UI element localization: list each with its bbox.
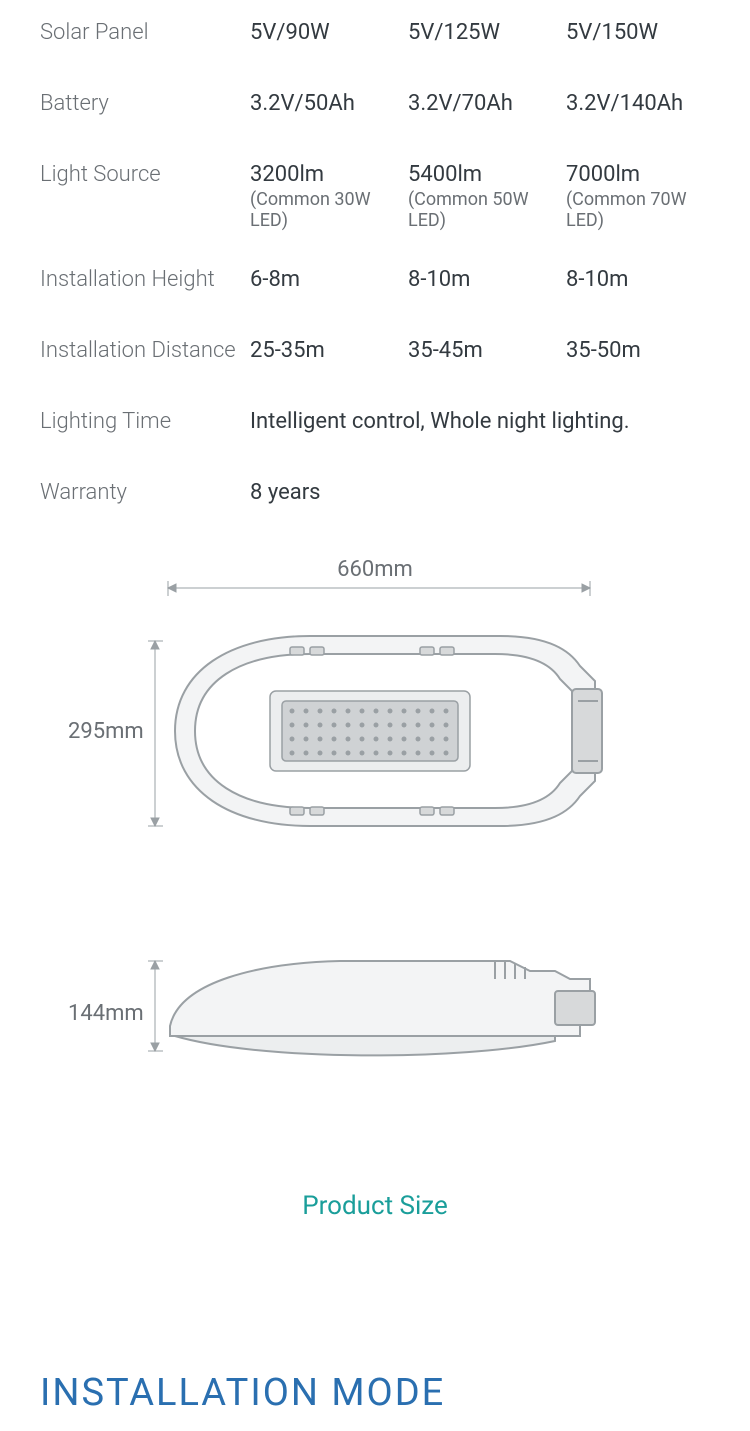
spec-row-install-height: Installation Height 6-8m 8-10m 8-10m [40, 267, 710, 292]
spec-value: 25-35m [250, 338, 408, 363]
spec-value: 8-10m [566, 267, 724, 292]
spec-sub: (Common 70W LED) [566, 189, 724, 231]
spec-row-light-source: Light Source 3200lm (Common 30W LED) 540… [40, 162, 710, 231]
spec-value: 5V/90W [250, 20, 408, 45]
spec-value: 5400lm (Common 50W LED) [408, 162, 566, 231]
spec-value: 8 years [250, 480, 321, 505]
spec-main: 3200lm [250, 162, 408, 187]
spec-label: Solar Panel [40, 20, 250, 45]
spec-value: 3.2V/50Ah [250, 91, 408, 116]
product-size-title: Product Size [0, 1191, 750, 1221]
spec-row-solar-panel: Solar Panel 5V/90W 5V/125W 5V/150W [40, 20, 710, 45]
spec-label: Installation Distance [40, 338, 250, 363]
spec-value: 6-8m [250, 267, 408, 292]
spec-label: Warranty [40, 480, 250, 505]
spec-label: Battery [40, 91, 250, 116]
spec-table: Solar Panel 5V/90W 5V/125W 5V/150W Batte… [0, 0, 750, 505]
spec-label: Light Source [40, 162, 250, 187]
product-diagram-svg [0, 551, 750, 1131]
spec-value: 35-50m [566, 338, 724, 363]
spec-value: 3.2V/140Ah [566, 91, 724, 116]
spec-value: 5V/125W [408, 20, 566, 45]
spec-value: 7000lm (Common 70W LED) [566, 162, 724, 231]
spec-value: 5V/150W [566, 20, 724, 45]
spec-row-warranty: Warranty 8 years [40, 480, 710, 505]
spec-row-battery: Battery 3.2V/50Ah 3.2V/70Ah 3.2V/140Ah [40, 91, 710, 116]
product-diagram: 660mm 295mm 144mm [0, 551, 750, 1131]
spec-sub: (Common 50W LED) [408, 189, 566, 231]
spec-value: 8-10m [408, 267, 566, 292]
installation-mode-heading: INSTALLATION MODE [40, 1371, 750, 1415]
side-view [170, 961, 595, 1055]
spec-main: 7000lm [566, 162, 724, 187]
spec-row-lighting-time: Lighting Time Intelligent control, Whole… [40, 409, 710, 434]
spec-value: 35-45m [408, 338, 566, 363]
spec-sub: (Common 30W LED) [250, 189, 408, 231]
spec-value: 3200lm (Common 30W LED) [250, 162, 408, 231]
spec-label: Installation Height [40, 267, 250, 292]
led-panel-icon [270, 691, 470, 771]
spec-value: 3.2V/70Ah [408, 91, 566, 116]
spec-value: Intelligent control, Whole night lightin… [250, 409, 630, 434]
spec-label: Lighting Time [40, 409, 250, 434]
spec-main: 5400lm [408, 162, 566, 187]
spec-row-install-distance: Installation Distance 25-35m 35-45m 35-5… [40, 338, 710, 363]
